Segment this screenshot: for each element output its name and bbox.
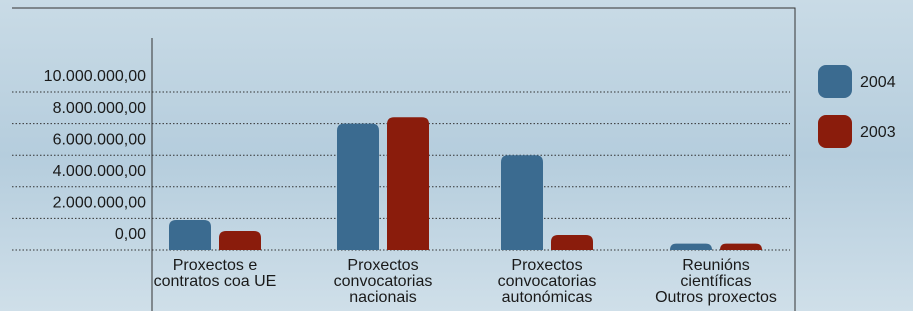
x-tick-label: científicas (680, 273, 751, 290)
x-tick-label: Outros proxectos (655, 289, 777, 306)
x-tick-label: Proxectos e (173, 257, 258, 274)
y-tick-label: 4.000.000,00 (53, 163, 147, 180)
x-tick-label: autonómicas (502, 289, 593, 306)
bar (501, 155, 543, 250)
x-tick-label: convocatorias (334, 273, 433, 290)
x-tick-label: Proxectos (511, 257, 582, 274)
bar (720, 244, 762, 250)
x-tick-label: Proxectos (347, 257, 418, 274)
legend-swatch (818, 65, 852, 98)
y-tick-label: 0,00 (115, 226, 146, 243)
y-tick-label: 6.000.000,00 (53, 131, 147, 148)
chart: 0,00 2.000.000,00 4.000.000,00 6.000.000,00… (0, 0, 913, 311)
y-tick-label: 10.000.000,00 (44, 68, 146, 85)
bar (337, 124, 379, 250)
bar (219, 231, 261, 250)
bar (670, 244, 712, 250)
bar (551, 235, 593, 250)
legend-swatch (818, 115, 852, 148)
legend-label: 2004 (860, 74, 896, 91)
legend-label: 2003 (860, 124, 896, 141)
x-tick-label: convocatorias (498, 273, 597, 290)
y-tick-label: 8.000.000,00 (53, 100, 147, 117)
bar (387, 117, 429, 250)
x-tick-label: nacionais (349, 289, 417, 306)
x-tick-label: contratos coa UE (154, 273, 277, 290)
x-tick-label: Reunións (682, 257, 750, 274)
y-tick-label: 2.000.000,00 (53, 195, 147, 212)
bar (169, 220, 211, 250)
